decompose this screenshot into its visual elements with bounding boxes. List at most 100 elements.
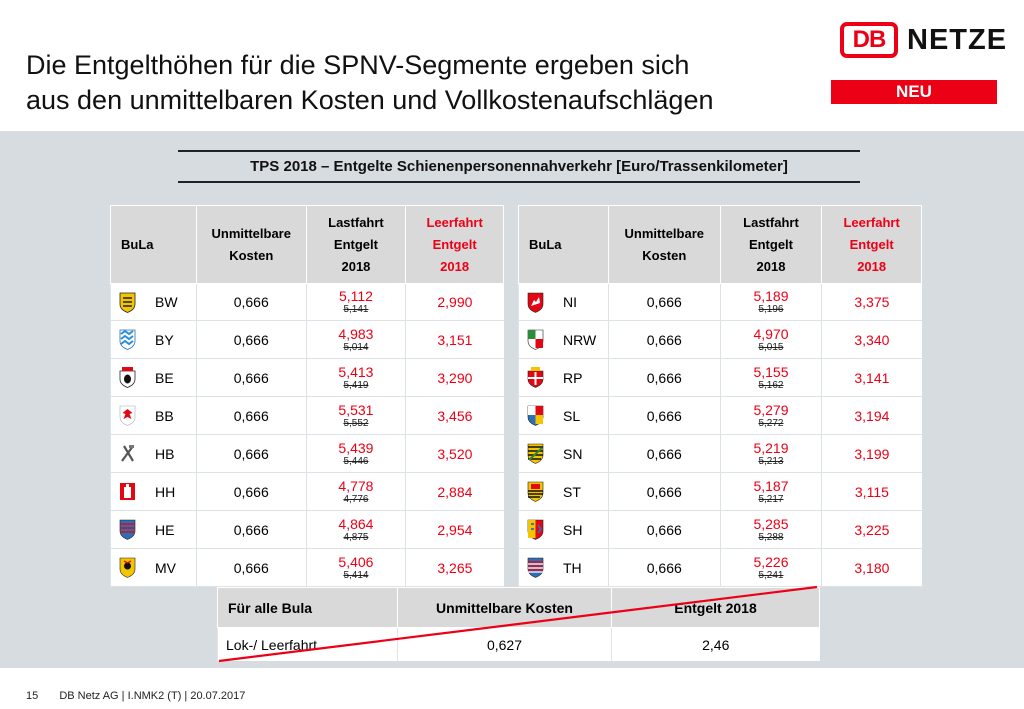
state-code: MV — [155, 559, 176, 576]
last-fee: 5,226 — [753, 553, 789, 570]
cell-state: HE — [110, 510, 197, 549]
last-fee-old: 4,875 — [343, 531, 369, 543]
state-code: HH — [155, 483, 176, 500]
cell-leer: 3,456 — [405, 396, 504, 435]
baden-wuerttemberg-crest-icon — [119, 292, 136, 313]
cell-last: 5,219 5,213 — [719, 434, 822, 473]
schleswig-holstein-crest-icon — [527, 519, 544, 540]
cell-cost: 0,666 — [195, 396, 307, 435]
table-row: BB 0,666 5,531 5,552 3,456 — [110, 396, 504, 435]
last-fee: 5,413 — [338, 363, 374, 380]
header-cost: Unmittelbare Kosten — [195, 205, 307, 284]
cell-state: SH — [518, 510, 609, 549]
summary-table: Für alle Bula Unmittelbare Kosten Entgel… — [217, 587, 820, 661]
last-fee: 5,531 — [338, 401, 374, 418]
table-row: MV 0,666 5,406 5,414 3,265 — [110, 548, 504, 587]
cell-last: 4,983 5,014 — [305, 320, 406, 359]
cell-last: 5,406 5,414 — [305, 548, 406, 587]
title-line-1: Die Entgelthöhen für die SPNV-Segmente e… — [26, 50, 690, 80]
cell-leer: 2,990 — [405, 283, 504, 321]
db-netze-logo: DB NETZE — [840, 20, 1010, 60]
table-title: TPS 2018 – Entgelte Schienenpersonennahv… — [178, 150, 860, 183]
summary-header-cost: Unmittelbare Kosten — [397, 587, 612, 628]
thuringia-crest-icon — [527, 557, 544, 578]
header-bula: BuLa — [110, 205, 197, 284]
footer: 15 DB Netz AG | I.NMK2 (T) | 20.07.2017 — [26, 690, 245, 702]
page-number: 15 — [26, 690, 39, 702]
cell-leer: 3,194 — [821, 396, 922, 435]
state-code: HB — [155, 445, 175, 462]
last-fee-old: 5,446 — [343, 455, 369, 467]
last-fee-old: 5,288 — [758, 531, 784, 543]
state-code: ST — [563, 483, 581, 500]
mecklenburg-crest-icon — [119, 557, 136, 578]
table-row: HH 0,666 4,778 4,776 2,884 — [110, 472, 504, 511]
new-badge: NEU — [831, 80, 997, 104]
slide-title: Die Entgelthöhen für die SPNV-Segmente e… — [26, 48, 826, 118]
cell-last: 5,279 5,272 — [719, 396, 822, 435]
last-fee: 5,189 — [753, 288, 789, 304]
cell-state: ST — [518, 472, 609, 511]
state-code: SL — [563, 407, 581, 424]
cell-last: 5,112 5,141 — [305, 283, 406, 321]
cell-leer: 3,151 — [405, 320, 504, 359]
cell-last: 4,970 5,015 — [719, 320, 822, 359]
cell-state: TH — [518, 548, 609, 587]
cell-leer: 3,520 — [405, 434, 504, 473]
cell-cost: 0,666 — [195, 472, 307, 511]
cell-cost: 0,666 — [195, 320, 307, 359]
state-code: TH — [563, 559, 582, 576]
last-fee: 5,285 — [753, 515, 789, 532]
cell-state: BB — [110, 396, 197, 435]
footer-text: DB Netz AG | I.NMK2 (T) | 20.07.2017 — [59, 690, 246, 702]
state-code: NRW — [563, 331, 597, 348]
nrw-crest-icon — [527, 329, 544, 350]
cell-cost: 0,666 — [195, 283, 307, 321]
cell-cost: 0,666 — [607, 283, 721, 321]
header-last: Lastfahrt Entgelt 2018 — [719, 205, 823, 284]
last-fee: 4,778 — [338, 477, 374, 494]
state-code: BY — [155, 331, 174, 348]
state-code: BE — [155, 369, 174, 386]
last-fee-old: 5,272 — [758, 417, 784, 429]
red-strike-line — [218, 585, 818, 663]
last-fee: 5,112 — [338, 288, 373, 304]
cell-cost: 0,666 — [607, 472, 721, 511]
last-fee: 5,406 — [338, 553, 374, 570]
last-fee-old: 4,776 — [343, 493, 369, 505]
last-fee: 5,279 — [753, 401, 789, 418]
state-code: RP — [563, 369, 583, 386]
last-fee: 5,439 — [338, 439, 374, 456]
state-code: HE — [155, 521, 175, 538]
bavaria-crest-icon — [119, 329, 136, 350]
brandenburg-crest-icon — [119, 405, 136, 426]
cell-last: 4,778 4,776 — [305, 472, 406, 511]
cell-cost: 0,666 — [195, 548, 307, 587]
bremen-crest-icon — [119, 443, 136, 464]
last-fee-old: 5,141 — [343, 304, 369, 315]
table-row: SH 0,666 5,285 5,288 3,225 — [518, 510, 922, 549]
cell-state: BW — [110, 283, 197, 321]
header-cost: Unmittelbare Kosten — [607, 205, 721, 284]
last-fee: 5,219 — [753, 439, 789, 456]
last-fee: 5,155 — [753, 363, 789, 380]
hesse-crest-icon — [119, 519, 136, 540]
saarland-crest-icon — [527, 405, 544, 426]
last-fee-old: 5,241 — [758, 569, 784, 581]
last-fee-old: 5,552 — [343, 417, 369, 429]
last-fee-old: 5,419 — [343, 379, 369, 391]
table-row: HB 0,666 5,439 5,446 3,520 — [110, 434, 504, 473]
db-logo-box: DB — [840, 22, 898, 58]
cell-leer: 3,199 — [821, 434, 922, 473]
cell-leer: 3,265 — [405, 548, 504, 587]
title-line-2: aus den unmittelbaren Kosten und Vollkos… — [26, 85, 714, 115]
cell-last: 5,155 5,162 — [719, 358, 822, 397]
cell-leer: 2,954 — [405, 510, 504, 549]
lower-saxony-crest-icon — [527, 292, 544, 313]
summary-fee: 2,46 — [611, 627, 820, 661]
state-code: SH — [563, 521, 583, 538]
table-row: ST 0,666 5,187 5,217 3,115 — [518, 472, 922, 511]
state-code: NI — [563, 294, 577, 310]
cell-cost: 0,666 — [607, 510, 721, 549]
cell-leer: 3,375 — [821, 283, 922, 321]
